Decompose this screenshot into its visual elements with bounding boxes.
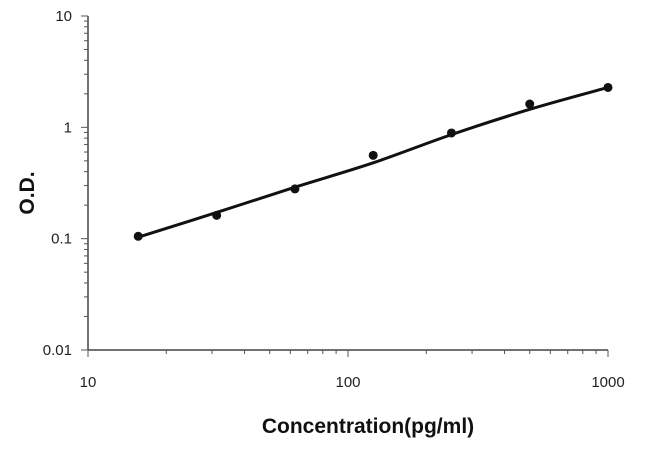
data-points <box>133 82 613 241</box>
data-point <box>133 231 143 241</box>
data-point <box>603 82 613 92</box>
x-tick-label: 1000 <box>591 374 624 391</box>
tick-labels: 0.01 0.1 1 10 10 100 1000 <box>43 8 625 391</box>
y-tick-label: 0.01 <box>43 342 72 359</box>
x-tick-label: 10 <box>80 374 97 391</box>
y-axis-title: O.D. <box>16 171 39 214</box>
y-tick-label: 0.1 <box>51 231 72 248</box>
fit-curve <box>137 86 609 239</box>
data-point <box>525 99 535 109</box>
ticks <box>81 15 609 357</box>
x-tick-label: 100 <box>335 374 360 391</box>
y-tick-label: 10 <box>55 8 72 25</box>
y-tick-label: 1 <box>64 119 72 136</box>
data-point <box>290 184 300 194</box>
data-point <box>446 128 456 138</box>
x-axis-title: Concentration(pg/ml) <box>262 415 474 438</box>
data-point <box>368 150 378 160</box>
axes <box>87 16 608 351</box>
data-point <box>212 210 222 220</box>
